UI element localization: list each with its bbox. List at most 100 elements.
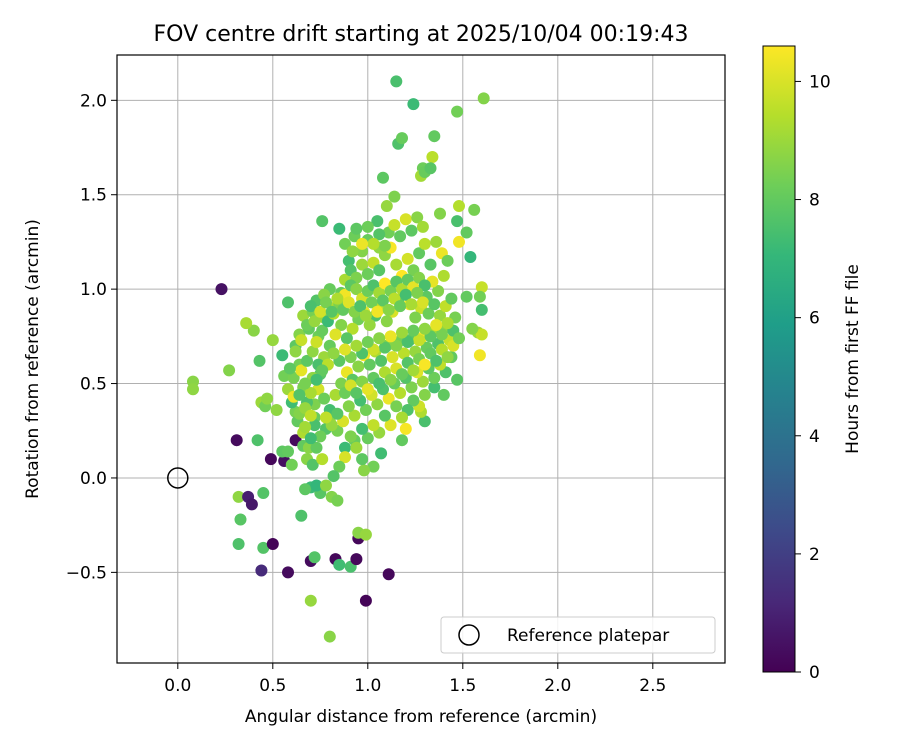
y-axis-label: Rotation from reference (arcmin) xyxy=(23,219,43,499)
data-point xyxy=(464,251,477,264)
data-point xyxy=(301,354,313,367)
data-point xyxy=(354,300,367,313)
data-point xyxy=(371,398,384,411)
reference-marker-group xyxy=(167,467,189,489)
data-point xyxy=(396,434,408,447)
data-point xyxy=(434,207,446,220)
data-point xyxy=(386,351,399,364)
data-point xyxy=(358,464,370,477)
data-point xyxy=(348,409,361,422)
data-point xyxy=(295,509,308,522)
data-point xyxy=(264,453,277,466)
data-point xyxy=(335,319,348,332)
x-tick-label: 0.5 xyxy=(259,676,286,696)
data-point xyxy=(266,334,279,347)
data-point xyxy=(384,330,397,343)
data-point xyxy=(361,336,374,349)
data-point xyxy=(308,315,321,328)
data-point xyxy=(316,453,329,466)
y-tick-label: 0.0 xyxy=(80,469,107,489)
data-point xyxy=(359,594,372,607)
data-point xyxy=(475,281,488,294)
data-point xyxy=(396,132,408,145)
data-point xyxy=(418,279,431,292)
data-point xyxy=(428,298,441,311)
data-point xyxy=(399,213,412,226)
data-point xyxy=(282,566,294,579)
data-point xyxy=(215,283,228,296)
data-point xyxy=(289,345,302,358)
data-point xyxy=(346,245,359,258)
y-tick-label: 2.0 xyxy=(80,91,107,111)
data-point xyxy=(437,388,450,401)
data-point xyxy=(339,451,351,464)
data-point xyxy=(356,422,369,435)
data-point xyxy=(339,343,351,356)
data-point xyxy=(473,349,486,362)
data-point xyxy=(466,322,479,335)
data-point xyxy=(409,311,422,324)
data-point xyxy=(382,303,395,316)
data-point xyxy=(377,171,389,184)
data-point xyxy=(361,432,374,445)
data-point xyxy=(359,403,372,416)
data-point xyxy=(306,345,319,358)
x-tick-label: 1.5 xyxy=(449,676,476,696)
data-point xyxy=(361,268,374,281)
data-point xyxy=(333,558,346,571)
data-point xyxy=(234,513,247,526)
plot-frame xyxy=(116,54,726,664)
data-point xyxy=(187,383,199,396)
data-point xyxy=(441,317,454,330)
data-point xyxy=(320,479,332,492)
data-point xyxy=(396,411,408,424)
data-point xyxy=(365,296,378,309)
scatter-points xyxy=(187,75,490,643)
data-point xyxy=(352,360,365,373)
data-point xyxy=(384,373,397,386)
data-point xyxy=(299,483,312,496)
colorbar-label: Hours from first FF file xyxy=(843,264,863,454)
data-point xyxy=(232,538,245,551)
data-point xyxy=(304,409,317,422)
data-point xyxy=(339,237,351,250)
data-point xyxy=(430,319,443,332)
data-point xyxy=(333,460,346,473)
data-point xyxy=(304,432,317,445)
data-point xyxy=(390,258,403,271)
chart-title: FOV centre drift starting at 2025/10/04 … xyxy=(154,22,689,47)
colorbar-gradient xyxy=(762,45,796,673)
y-axis-ticks: −0.5 0.0 0.5 1.0 1.5 2.0 xyxy=(66,91,117,583)
data-point xyxy=(255,564,268,577)
data-point xyxy=(293,388,306,401)
colorbar-tick-label: 8 xyxy=(809,191,820,211)
data-point xyxy=(460,290,473,303)
data-point xyxy=(418,322,431,335)
data-point xyxy=(441,351,454,364)
data-point xyxy=(405,298,418,311)
data-point xyxy=(388,218,401,231)
data-point xyxy=(437,269,450,282)
data-point xyxy=(316,215,329,228)
data-point xyxy=(428,130,441,143)
data-point xyxy=(331,407,344,420)
data-point xyxy=(394,386,407,399)
data-point xyxy=(384,419,397,432)
data-point xyxy=(340,332,353,345)
data-point xyxy=(304,594,317,607)
data-point xyxy=(388,190,401,203)
data-point xyxy=(299,377,312,390)
data-point xyxy=(318,392,331,405)
data-point xyxy=(342,400,355,413)
data-point xyxy=(287,371,300,384)
data-point xyxy=(314,430,327,443)
data-point xyxy=(335,377,348,390)
data-point xyxy=(310,373,323,386)
y-tick-label: 0.5 xyxy=(80,375,107,395)
data-point xyxy=(359,528,372,541)
data-point xyxy=(270,403,283,416)
data-point xyxy=(350,386,363,399)
data-point xyxy=(247,324,260,337)
data-point xyxy=(453,235,465,248)
